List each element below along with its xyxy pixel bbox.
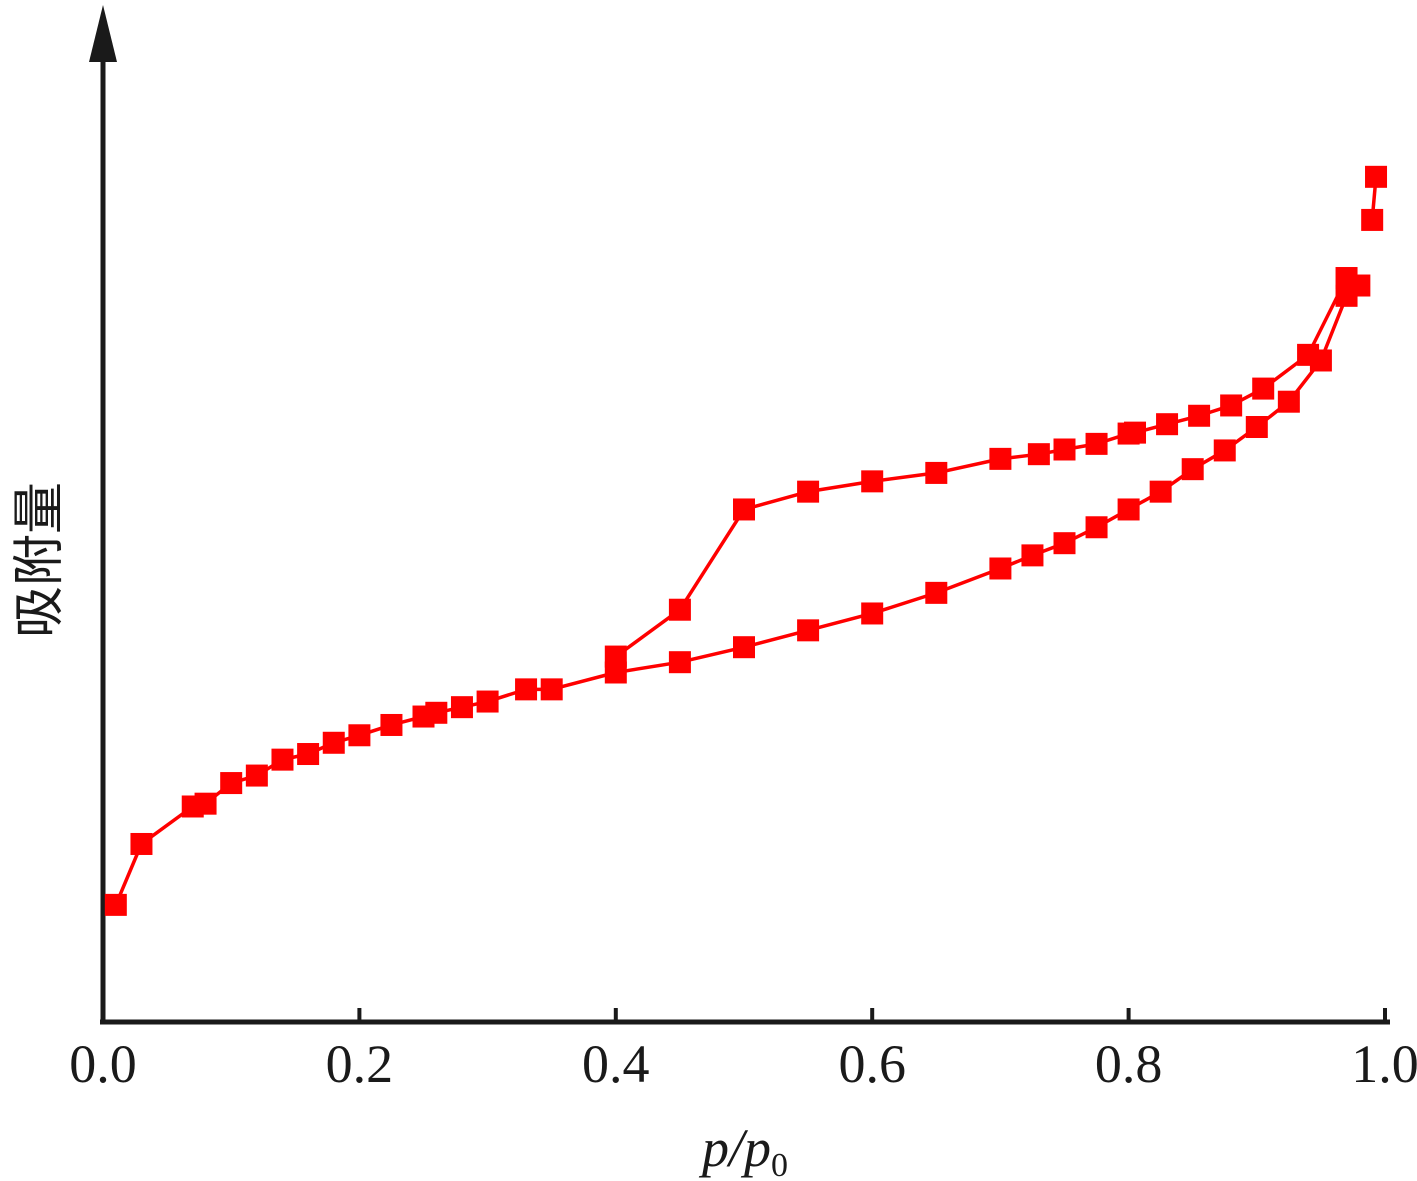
- data-point-marker: [1021, 544, 1044, 567]
- data-point-marker: [1213, 439, 1236, 462]
- data-point-marker: [1297, 343, 1320, 366]
- data-point-marker: [797, 480, 820, 503]
- data-point-marker: [540, 678, 563, 701]
- series-lines: [114, 176, 1378, 906]
- x-tick-label: 0.4: [582, 1034, 650, 1094]
- data-point-marker: [861, 470, 884, 493]
- data-point-marker: [515, 678, 538, 701]
- x-ticks: 0.0 0.2 0.4 0.6 0.8 1.0: [69, 1008, 1417, 1094]
- data-point-marker: [1085, 432, 1108, 455]
- axes: 0.0 0.2 0.4 0.6 0.8 1.0: [69, 5, 1417, 1094]
- data-point-marker: [604, 645, 627, 668]
- data-point-marker: [1156, 413, 1179, 436]
- data-point-marker: [1027, 443, 1050, 466]
- y-axis-label: 吸附量: [10, 482, 70, 638]
- data-point-marker: [104, 893, 127, 916]
- y-axis-arrow: [89, 5, 117, 62]
- data-point-marker: [322, 731, 345, 754]
- data-point-marker: [194, 792, 217, 815]
- data-point-marker: [297, 743, 320, 766]
- data-point-marker: [1085, 516, 1108, 539]
- data-point-marker: [220, 772, 243, 795]
- data-point-marker: [425, 701, 448, 724]
- data-point-marker: [1053, 532, 1076, 555]
- data-point-marker: [1277, 390, 1300, 413]
- data-point-marker: [668, 598, 691, 621]
- data-point-marker: [1335, 267, 1358, 290]
- data-point-marker: [348, 724, 371, 747]
- data-point-marker: [733, 498, 755, 521]
- data-point-marker: [989, 447, 1012, 470]
- series-markers: [104, 165, 1388, 916]
- data-point-marker: [989, 557, 1012, 580]
- data-point-marker: [1053, 438, 1076, 461]
- data-point-marker: [733, 636, 755, 659]
- x-axis-label-subscript: 0: [771, 1147, 788, 1181]
- data-point-marker: [450, 696, 473, 719]
- x-tick-label: 0.2: [326, 1034, 394, 1094]
- series-line-0: [114, 295, 1349, 906]
- data-point-marker: [925, 581, 948, 604]
- data-point-marker: [1365, 165, 1388, 188]
- data-point-marker: [1220, 394, 1243, 417]
- x-axis-label: p/p0: [698, 1118, 788, 1181]
- data-point-marker: [1117, 498, 1140, 521]
- data-point-marker: [1149, 480, 1172, 503]
- data-point-marker: [1181, 458, 1204, 481]
- data-point-marker: [861, 602, 884, 625]
- data-point-marker: [380, 713, 403, 736]
- x-tick-label: 1.0: [1351, 1034, 1417, 1094]
- data-point-marker: [476, 690, 499, 713]
- data-point-marker: [1361, 208, 1384, 231]
- data-point-marker: [668, 651, 691, 674]
- data-point-marker: [271, 748, 294, 771]
- x-tick-label: 0.6: [838, 1034, 906, 1094]
- series-line-1: [614, 276, 1361, 658]
- data-point-marker: [1117, 422, 1140, 445]
- data-point-marker: [130, 832, 153, 855]
- data-point-marker: [1245, 416, 1268, 439]
- x-axis-label-main: p/p: [698, 1118, 771, 1178]
- data-point-marker: [797, 619, 820, 642]
- data-point-marker: [1188, 404, 1211, 427]
- data-point-marker: [245, 764, 268, 787]
- data-point-marker: [925, 461, 948, 484]
- x-tick-label: 0.8: [1095, 1034, 1163, 1094]
- data-point-marker: [1252, 377, 1275, 400]
- x-tick-label: 0.0: [69, 1034, 137, 1094]
